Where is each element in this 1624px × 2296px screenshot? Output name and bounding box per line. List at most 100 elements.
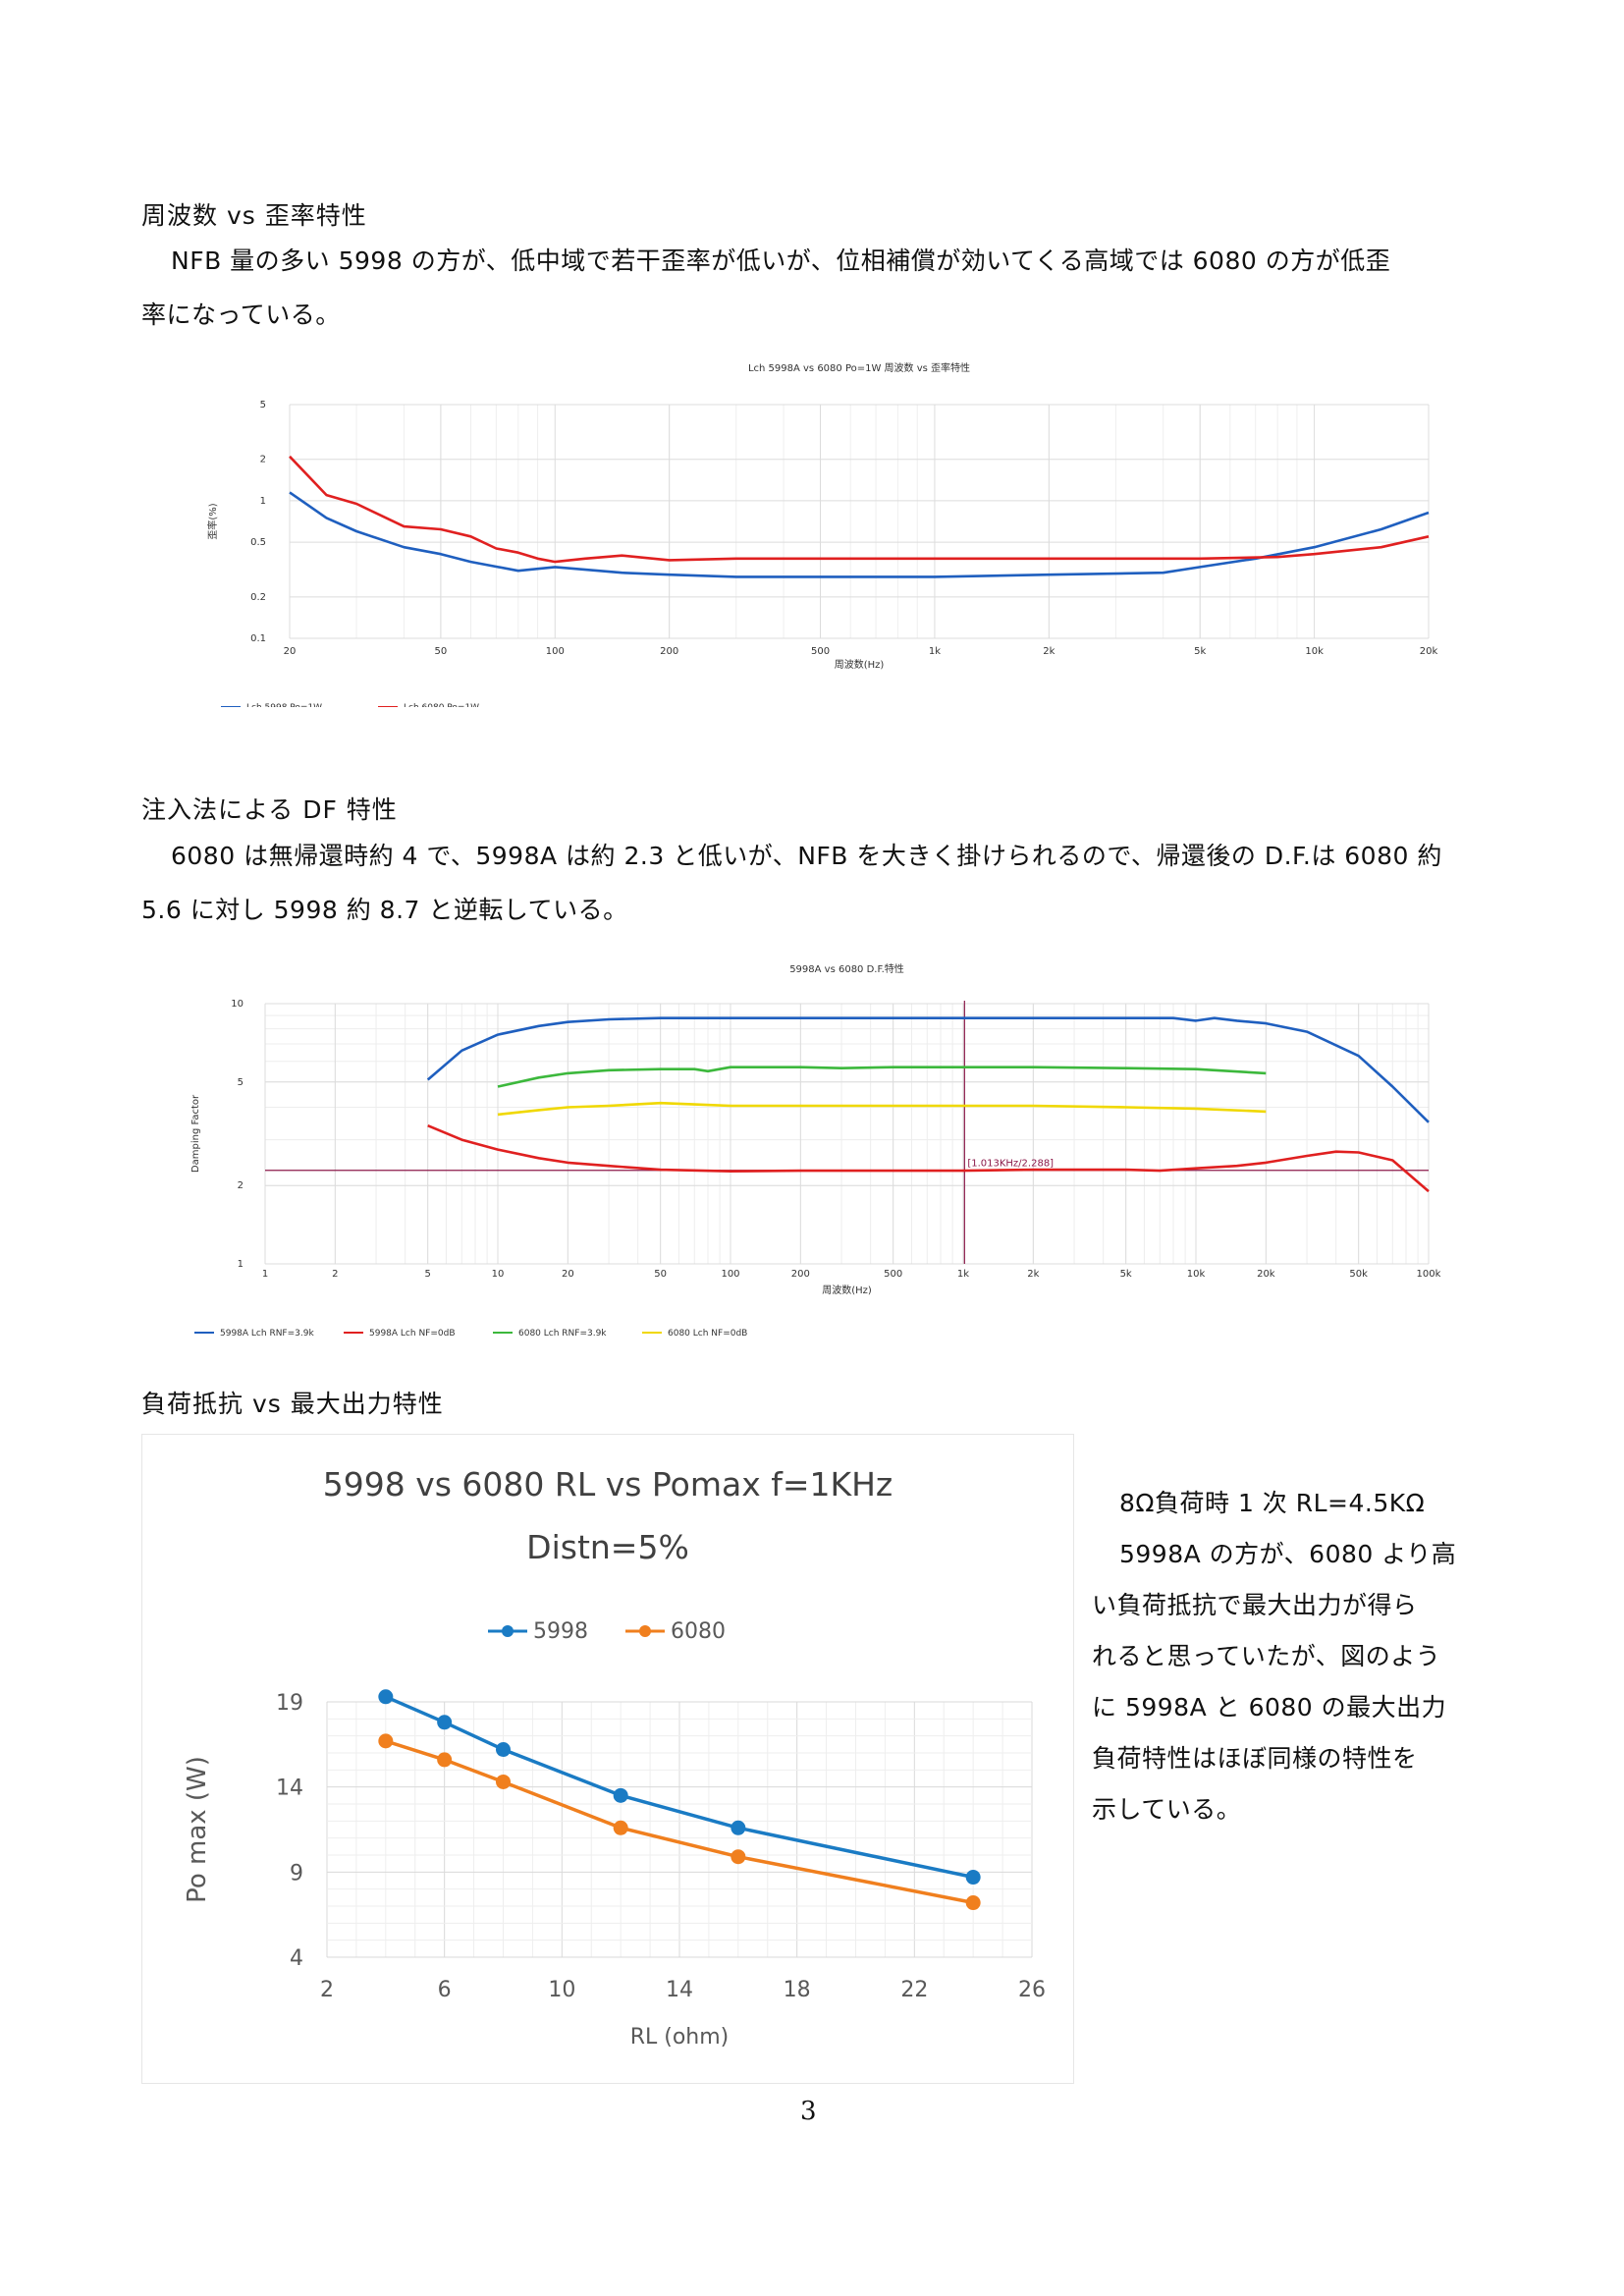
x-axis-label: RL (ohm) bbox=[630, 2025, 730, 2050]
legend-label: 5998A Lch RNF=3.9k bbox=[220, 1329, 314, 1339]
y-tick-label: 9 bbox=[290, 1861, 303, 1886]
data-point bbox=[437, 1752, 453, 1768]
x-tick-label: 1 bbox=[262, 1269, 268, 1280]
data-point bbox=[613, 1820, 628, 1835]
x-tick-label: 5 bbox=[424, 1269, 430, 1280]
side-note-line: 5998A の方が、6080 より高 bbox=[1119, 1540, 1457, 1568]
data-point bbox=[613, 1787, 628, 1803]
y-axis-label: 歪率(%) bbox=[206, 503, 219, 539]
rl-vs-pomax-chart-frame: 5998 vs 6080 RL vs Pomax f=1KHz Distn=5% 5… bbox=[141, 1434, 1074, 2084]
section-heading-thd: 周波数 vs 歪率特性 bbox=[141, 201, 367, 230]
thd-vs-frequency-chart: Lch 5998A vs 6080 Po=1W 周波数 vs 歪率特性 20 50 1… bbox=[206, 361, 1438, 707]
legend-label: 5998A Lch NF=0dB bbox=[369, 1329, 456, 1339]
x-tick-label: 20k bbox=[1420, 646, 1438, 657]
x-tick-label: 500 bbox=[884, 1269, 902, 1280]
x-tick-label: 20 bbox=[562, 1269, 574, 1280]
data-point bbox=[965, 1895, 981, 1911]
chart-title: 5998A vs 6080 D.F.特性 bbox=[789, 962, 904, 975]
x-tick-label: 2 bbox=[320, 1978, 334, 2002]
x-tick-label: 5k bbox=[1194, 646, 1206, 657]
y-tick-label: 1 bbox=[260, 496, 266, 507]
x-tick-label: 2k bbox=[1027, 1269, 1039, 1280]
chart-title-line1: 5998 vs 6080 RL vs Pomax f=1KHz bbox=[323, 1465, 893, 1503]
x-tick-label: 500 bbox=[811, 646, 830, 657]
series-line-0 bbox=[426, 1016, 1430, 1123]
x-axis-label: 周波数(Hz) bbox=[822, 1284, 872, 1296]
x-tick-label: 20 bbox=[284, 646, 297, 657]
side-note-line: 示している。 bbox=[1092, 1795, 1242, 1824]
y-tick-label: 0.2 bbox=[250, 592, 266, 603]
y-tick-label: 4 bbox=[290, 1946, 303, 1971]
y-tick-label: 0.5 bbox=[250, 537, 266, 548]
series-line-3 bbox=[497, 1101, 1267, 1117]
x-tick-label: 50 bbox=[435, 646, 448, 657]
paragraph-df-line1: 6080 は無帰還時約 4 で、5998A は約 2.3 と低いが、NFB を大… bbox=[171, 842, 1442, 870]
legend-label: 5998 bbox=[533, 1619, 588, 1644]
series-line-2 bbox=[497, 1066, 1267, 1088]
series-line-1 bbox=[427, 1123, 1430, 1193]
side-note-line: い負荷抵抗で最大出力が得ら bbox=[1092, 1591, 1418, 1619]
legend-label: 6080 Lch RNF=3.9k bbox=[518, 1329, 607, 1339]
paragraph-df-line2: 5.6 に対し 5998 約 8.7 と逆転している。 bbox=[141, 896, 628, 924]
section-heading-rl: 負荷抵抗 vs 最大出力特性 bbox=[141, 1390, 444, 1418]
x-axis-label: 周波数(Hz) bbox=[835, 658, 885, 671]
y-tick-label: 2 bbox=[260, 455, 266, 465]
y-tick-label: 14 bbox=[276, 1777, 303, 1801]
data-point bbox=[965, 1870, 981, 1886]
y-tick-label: 10 bbox=[231, 999, 244, 1010]
series-line-0 bbox=[385, 1695, 974, 1880]
x-tick-label: 2 bbox=[332, 1269, 338, 1280]
section-heading-df: 注入法による DF 特性 bbox=[141, 795, 398, 824]
x-tick-label: 100k bbox=[1417, 1269, 1441, 1280]
side-note-line: に 5998A と 6080 の最大出力 bbox=[1092, 1693, 1447, 1722]
x-tick-label: 100 bbox=[546, 646, 565, 657]
y-tick-label: 0.1 bbox=[250, 633, 266, 644]
chart-title-line2: Distn=5% bbox=[526, 1528, 689, 1566]
data-point bbox=[496, 1742, 511, 1758]
legend-label: Lch 5998 Po=1W bbox=[246, 703, 322, 707]
x-tick-label: 5k bbox=[1120, 1269, 1132, 1280]
legend-label: Lch 6080 Po=1W bbox=[404, 703, 479, 707]
x-tick-label: 1k bbox=[929, 646, 941, 657]
data-point bbox=[731, 1849, 746, 1865]
x-tick-label: 50 bbox=[654, 1269, 667, 1280]
x-tick-label: 10k bbox=[1187, 1269, 1206, 1280]
x-tick-label: 10 bbox=[492, 1269, 505, 1280]
x-tick-label: 6 bbox=[438, 1978, 452, 2002]
chart-title: Lch 5998A vs 6080 Po=1W 周波数 vs 歪率特性 bbox=[748, 361, 970, 374]
legend-marker bbox=[502, 1625, 514, 1637]
series-line-1 bbox=[385, 1739, 974, 1905]
x-tick-label: 10k bbox=[1305, 646, 1324, 657]
y-axis-label: Po max (W) bbox=[183, 1756, 212, 1903]
x-tick-label: 14 bbox=[666, 1978, 693, 2002]
x-tick-label: 26 bbox=[1018, 1978, 1046, 2002]
y-axis-label: Damping Factor bbox=[190, 1094, 201, 1173]
legend-label: 6080 bbox=[671, 1619, 726, 1644]
series-line-1 bbox=[289, 455, 1430, 564]
data-point bbox=[731, 1820, 746, 1835]
x-tick-label: 50k bbox=[1349, 1269, 1368, 1280]
damping-factor-chart: 5998A vs 6080 D.F.特性 1 2 5 10 20 50 100 200 500 1k… bbox=[190, 962, 1441, 1339]
cursor-label: [1.013KHz/2.288] bbox=[967, 1159, 1054, 1170]
side-note-line: 8Ω負荷時 1 次 RL=4.5KΩ bbox=[1119, 1489, 1426, 1517]
series-line-0 bbox=[289, 491, 1430, 578]
x-tick-label: 22 bbox=[900, 1978, 928, 2002]
data-point bbox=[437, 1715, 453, 1730]
page-number: 3 bbox=[800, 2097, 817, 2126]
y-tick-label: 19 bbox=[276, 1691, 303, 1716]
x-tick-label: 20k bbox=[1257, 1269, 1275, 1280]
legend-label: 6080 Lch NF=0dB bbox=[668, 1329, 747, 1339]
data-point bbox=[378, 1689, 394, 1705]
y-tick-label: 1 bbox=[238, 1259, 244, 1270]
y-tick-label: 5 bbox=[238, 1077, 244, 1088]
data-point bbox=[378, 1733, 394, 1749]
side-note-line: れると思っていたが、図のよう bbox=[1092, 1642, 1441, 1670]
paragraph-thd-line2: 率になっている。 bbox=[141, 301, 341, 329]
x-tick-label: 100 bbox=[721, 1269, 739, 1280]
legend-marker bbox=[639, 1625, 651, 1637]
x-tick-label: 1k bbox=[957, 1269, 969, 1280]
paragraph-thd-line1: NFB 量の多い 5998 の方が、低中域で若干歪率が低いが、位相補償が効いてく… bbox=[171, 246, 1391, 275]
y-tick-label: 5 bbox=[260, 400, 266, 410]
data-point bbox=[496, 1774, 511, 1789]
side-note-line: 負荷特性はほぼ同様の特性を bbox=[1092, 1744, 1418, 1773]
